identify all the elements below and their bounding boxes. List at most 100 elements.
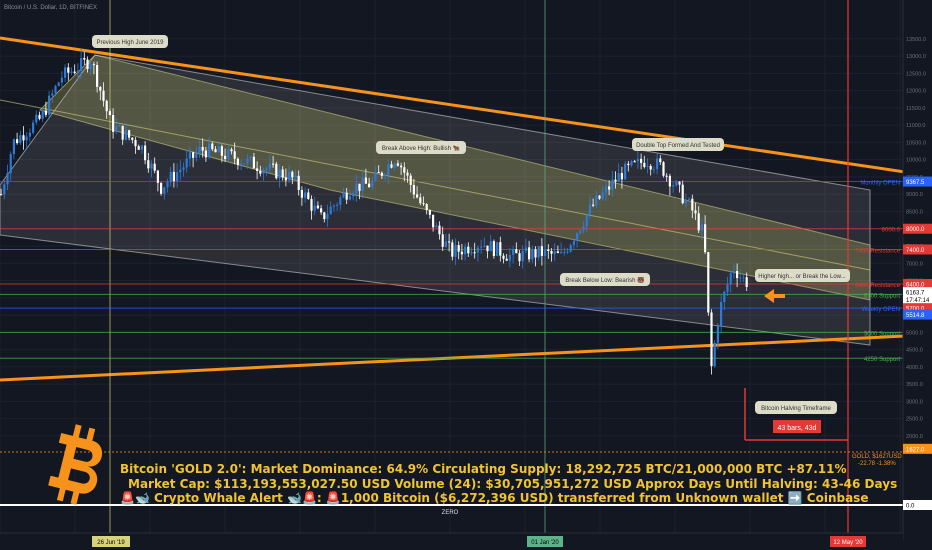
candle-body [297,175,300,190]
candle-body [428,210,431,215]
candle-body [688,198,691,200]
candle-body [0,194,3,196]
candle-body [377,172,380,174]
gold-label-line1: GOLD, $1627USD [852,454,902,460]
svg-text:Double Top Formed And Tested: Double Top Formed And Tested [636,143,720,149]
level-label: 5000 Support [864,331,900,337]
candle-body [345,192,348,200]
svg-text:Higher high... or Break the Lo: Higher high... or Break the Low... [758,274,846,280]
candle-body [704,224,707,253]
candle-body [80,58,83,71]
price-marker-bg [903,443,932,454]
candle-body [182,167,185,170]
candle-body [28,132,31,137]
candle-body [460,251,463,255]
candle-body [566,251,569,253]
candle-body [217,146,220,153]
candle-body [320,208,323,213]
annotation-halving-timeframe[interactable]: Bitcoin Halving Timeframe [755,401,837,414]
price-tick-label: 13500.0 [906,37,926,43]
candle-body [486,245,489,252]
price-marker-label: 1627.0 [906,447,925,453]
candle-body [608,186,611,190]
candle-body [166,182,169,188]
candle-body [118,125,121,127]
grey-channel [0,54,871,346]
candle-body [201,146,204,151]
candle-body [115,126,118,132]
candle-body [96,65,99,87]
info-line-2: Market Cap: $113,193,553,027.50 USD Volu… [128,477,898,491]
candle-body [710,312,713,367]
annotation-previous-high[interactable]: Previous High June 2019 [92,35,168,48]
price-axis[interactable] [903,0,932,540]
candle-body [700,224,703,231]
candle-body [409,175,412,186]
candle-body [675,181,678,186]
candle-body [144,145,147,161]
candle-body [259,170,262,174]
price-marker-bg [903,294,932,305]
candle-body [150,163,153,169]
candle-body [563,251,566,253]
candle-body [531,249,534,260]
candle-body [649,166,652,170]
candle-body [265,168,268,170]
halving-range-label-bg [773,420,821,433]
candle-body [435,225,438,228]
candle-body [400,165,403,168]
candle-body [505,258,508,261]
candle-body [553,251,556,254]
candle-body [668,175,671,187]
annotation-double-top[interactable]: Double Top Formed And Tested [632,138,724,151]
candle-body [54,86,57,94]
price-tick-label: 10500.0 [906,140,926,146]
candle-body [128,130,131,138]
candle-body [723,291,726,302]
candle-body [473,252,476,254]
time-label-may-20: 12 May '20 [830,536,866,547]
candle-body [403,167,406,173]
candle-body [412,185,415,195]
candle-body [323,212,326,220]
candle-body [352,193,355,197]
time-axis[interactable] [0,533,903,550]
candle-body [464,246,467,255]
candle-body [268,163,271,169]
candle-body [419,197,422,204]
candle-body [470,252,473,254]
candle-body [707,252,710,313]
candle-body [291,171,294,178]
annotation-break-below-low[interactable]: Break Below Low: Bearish 🐻 [560,273,650,286]
candle-body [720,301,723,327]
candle-body [211,143,214,150]
candle-body [86,59,89,69]
symbol-title[interactable]: Bitcoin / U.S. Dollar, 1D, BITFINEX [4,5,97,11]
candle-body [739,277,742,279]
candle-body [611,179,614,190]
annotation-higher-high[interactable]: Higher high... or Break the Low... [755,269,850,282]
candle-body [681,184,684,204]
level-label: 8000.0 [882,228,901,234]
candle-body [598,195,601,199]
price-tick-label: 11500.0 [906,106,925,112]
candle-body [432,214,435,228]
candle-body [540,246,543,256]
candle-body [124,130,127,140]
zero-label: ZERO [442,510,459,516]
candle-body [643,162,646,167]
candle-body [697,213,700,231]
candle-body [537,246,540,258]
candle-body [313,205,316,211]
candle-body [288,171,291,181]
candle-body [134,139,137,147]
candle-body [51,93,54,96]
annotation-break-above-high[interactable]: Break Above High: Bullish 🐂 [376,141,466,154]
candle-body [691,198,694,211]
candle-body [588,204,591,215]
candle-body [240,163,243,166]
candle-body [646,166,649,168]
candle-body [726,284,729,292]
price-marker-label: 17:47:14 [906,298,930,304]
